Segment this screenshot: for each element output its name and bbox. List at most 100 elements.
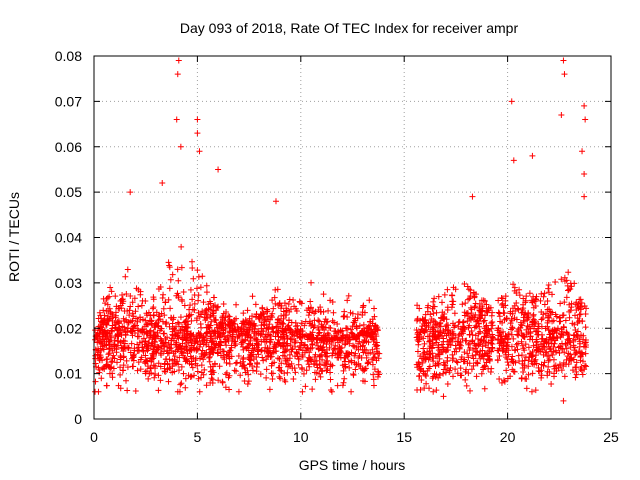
data-point xyxy=(361,346,368,353)
data-point xyxy=(311,353,318,360)
y-tick-label: 0.05 xyxy=(55,184,82,200)
data-point xyxy=(508,331,515,338)
data-point xyxy=(134,348,141,355)
data-point xyxy=(198,362,205,369)
data-point xyxy=(511,368,518,375)
data-point xyxy=(100,307,107,314)
data-point xyxy=(430,317,437,324)
data-point xyxy=(249,351,256,358)
data-point xyxy=(175,294,182,301)
data-point xyxy=(320,323,327,330)
data-point xyxy=(424,367,431,374)
data-point xyxy=(197,355,204,362)
data-point xyxy=(255,346,262,353)
data-point xyxy=(104,317,111,324)
data-point xyxy=(463,382,470,389)
data-point xyxy=(547,334,554,341)
grid-lines xyxy=(94,56,611,419)
data-point xyxy=(519,306,526,313)
data-point xyxy=(482,312,489,319)
data-point xyxy=(567,351,574,358)
data-point xyxy=(195,273,202,280)
data-point xyxy=(200,299,207,306)
data-point xyxy=(175,57,182,64)
data-point xyxy=(461,324,468,331)
data-point xyxy=(307,298,314,305)
data-point xyxy=(214,324,221,331)
data-point xyxy=(234,334,241,341)
data-point xyxy=(182,384,189,391)
data-point xyxy=(568,283,575,290)
data-point xyxy=(432,335,439,342)
data-point xyxy=(106,305,113,312)
data-point xyxy=(495,332,502,339)
data-point xyxy=(370,351,377,358)
data-point xyxy=(203,339,210,346)
data-point xyxy=(320,291,327,298)
data-point xyxy=(228,344,235,351)
data-point xyxy=(282,326,289,333)
data-point xyxy=(338,344,345,351)
data-point xyxy=(454,359,461,366)
data-point xyxy=(178,380,185,387)
data-point xyxy=(449,351,456,358)
data-point xyxy=(529,370,536,377)
data-point xyxy=(572,312,579,319)
data-point xyxy=(96,369,103,376)
data-point xyxy=(444,304,451,311)
data-point xyxy=(144,312,151,319)
data-point xyxy=(275,302,282,309)
data-point xyxy=(226,386,233,393)
data-point xyxy=(481,317,488,324)
data-point xyxy=(544,297,551,304)
data-point xyxy=(462,300,469,307)
data-point xyxy=(172,360,179,367)
data-point xyxy=(104,294,111,301)
data-point xyxy=(547,345,554,352)
data-point xyxy=(145,375,152,382)
data-point xyxy=(440,393,447,400)
data-point xyxy=(152,363,159,370)
data-point xyxy=(315,317,322,324)
data-point xyxy=(155,372,162,379)
data-point xyxy=(359,342,366,349)
data-point xyxy=(189,364,196,371)
data-point xyxy=(370,371,377,378)
data-point xyxy=(556,350,563,357)
data-point xyxy=(303,367,310,374)
data-point xyxy=(294,326,301,333)
data-point xyxy=(439,349,446,356)
data-point xyxy=(433,309,440,316)
data-point xyxy=(569,367,576,374)
data-point xyxy=(510,281,517,288)
data-point xyxy=(452,342,459,349)
data-point xyxy=(448,292,455,299)
data-point xyxy=(107,309,114,316)
data-point xyxy=(525,371,532,378)
data-point xyxy=(477,315,484,322)
data-point xyxy=(329,336,336,343)
data-point xyxy=(324,332,331,339)
data-point xyxy=(182,356,189,363)
data-point xyxy=(215,166,222,173)
data-point xyxy=(123,357,130,364)
data-point xyxy=(161,361,168,368)
data-point xyxy=(327,361,334,368)
data-point xyxy=(574,333,581,340)
data-point xyxy=(581,366,588,373)
data-point xyxy=(191,300,198,307)
x-tick-label: 15 xyxy=(396,429,412,445)
data-point xyxy=(363,329,370,336)
data-point xyxy=(198,311,205,318)
data-point xyxy=(224,336,231,343)
data-point xyxy=(155,387,162,394)
data-point xyxy=(450,355,457,362)
data-point xyxy=(529,321,536,328)
data-point xyxy=(321,349,328,356)
data-point xyxy=(495,309,502,316)
data-point xyxy=(186,346,193,353)
data-point xyxy=(213,307,220,314)
data-point xyxy=(214,333,221,340)
data-point xyxy=(427,343,434,350)
data-point xyxy=(177,381,184,388)
